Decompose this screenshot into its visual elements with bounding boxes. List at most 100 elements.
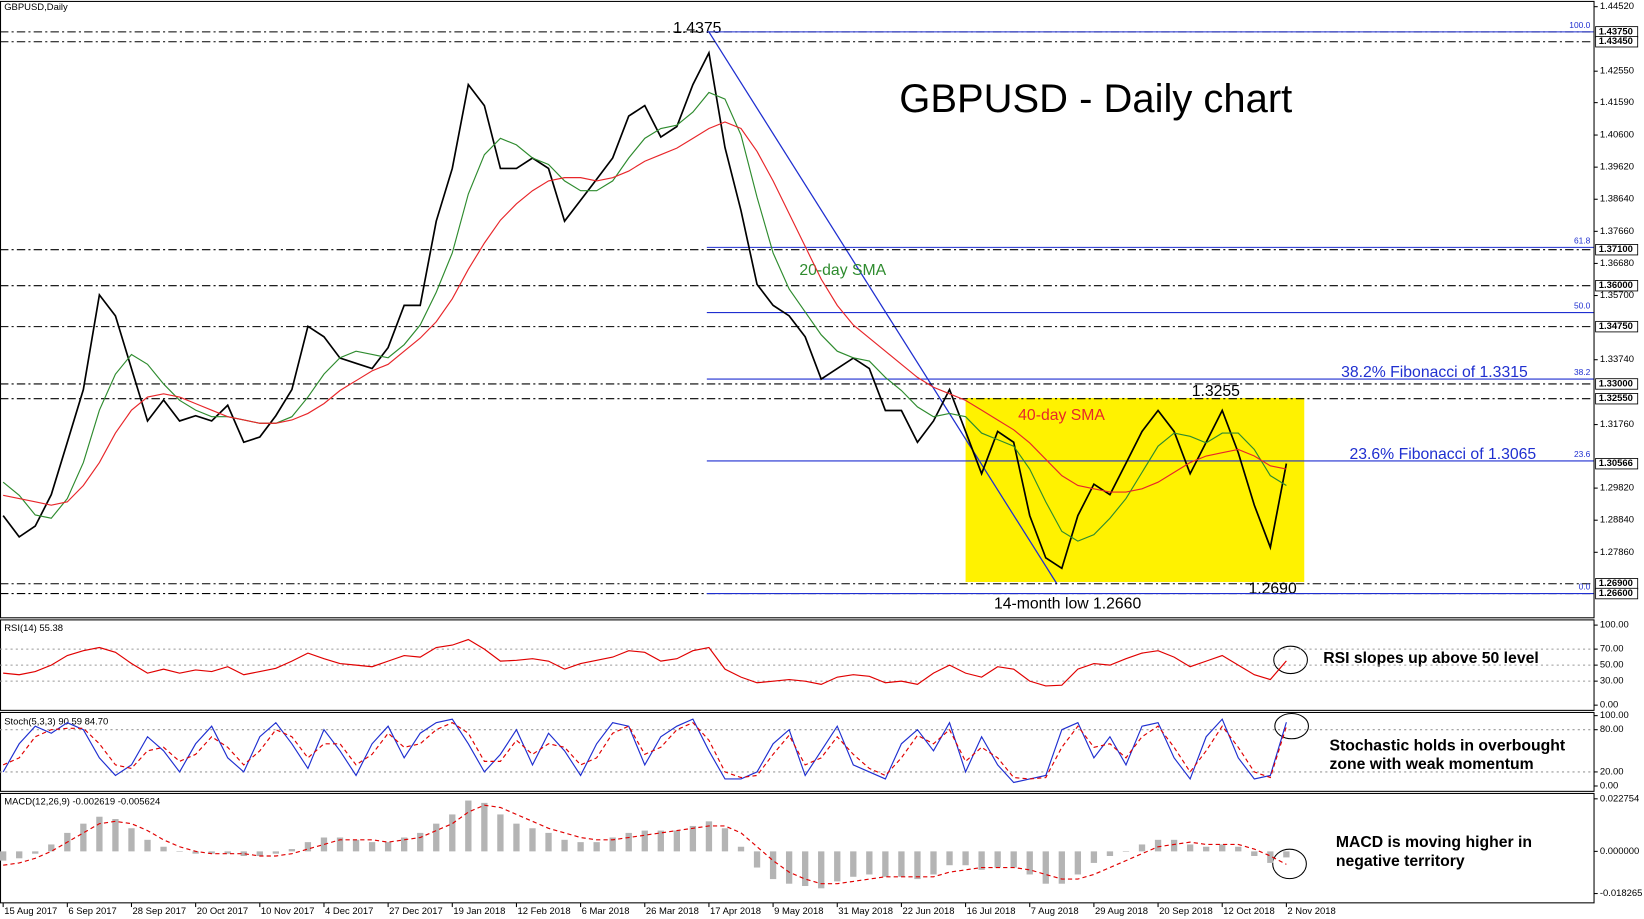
histogram-bar (866, 851, 873, 875)
annotation: 38.2% Fibonacci of 1.3315 (1341, 364, 1528, 381)
x-tick-label: 26 Mar 2018 (646, 906, 699, 917)
histogram-bar (593, 842, 600, 852)
histogram-bar (657, 830, 664, 852)
panel-note: negative territory (1336, 853, 1465, 870)
histogram-bar (1267, 851, 1274, 863)
level-label-box (1595, 36, 1639, 48)
histogram-bar (561, 839, 568, 852)
histogram-bar (753, 851, 761, 868)
histogram-bar (497, 814, 504, 852)
x-tick-label: 16 Jul 2018 (967, 906, 1016, 917)
panel-note: RSI slopes up above 50 level (1323, 650, 1539, 667)
y-tick-label: 1.36680 (1600, 258, 1634, 269)
histogram-bar (256, 851, 263, 856)
x-tick-label: 19 Jan 2018 (453, 906, 505, 917)
y-tick-label: 1.29820 (1600, 483, 1634, 494)
annotation: 1.3255 (1192, 383, 1240, 400)
histogram-bar (529, 828, 536, 852)
panel-title: Stoch(5,3,3) 90.59 84.70 (4, 716, 108, 727)
histogram-bar (465, 800, 472, 852)
histogram-bar (320, 837, 328, 852)
panel-frame (0, 0, 1595, 619)
level-label-box (1595, 587, 1639, 600)
x-tick-label: 27 Dec 2017 (389, 906, 443, 917)
histogram-bar (0, 851, 7, 861)
histogram-bar (192, 851, 199, 854)
level-label: 1.32550 (1599, 393, 1633, 404)
histogram-bar (978, 851, 985, 870)
fib-label: 0.0 (1579, 581, 1591, 591)
x-tick-label: 20 Oct 2017 (197, 906, 249, 917)
panel-note: Stochastic holds in overbought (1330, 737, 1566, 754)
y-tick-label: 1.35700 (1600, 290, 1634, 301)
histogram-bar (449, 814, 456, 852)
x-tick-label: 29 Aug 2018 (1095, 906, 1148, 917)
level-label-box (1595, 378, 1639, 390)
y-tick-label: 1.42550 (1600, 66, 1634, 77)
level-label: 1.43450 (1599, 36, 1633, 47)
x-tick-label: 22 Jun 2018 (902, 906, 954, 917)
y-tick-label: 1.31760 (1600, 419, 1634, 430)
histogram-bar (962, 851, 969, 866)
histogram-bar (336, 837, 344, 852)
histogram-bar (802, 851, 809, 887)
histogram-bar (32, 851, 39, 854)
histogram-bar (417, 832, 424, 852)
histogram-bar (80, 823, 87, 852)
histogram-bar (224, 851, 231, 854)
histogram-bar (737, 846, 745, 852)
histogram-bar (914, 851, 921, 880)
histogram-bar (577, 842, 584, 852)
series-line (2, 721, 1287, 780)
panel-title: RSI(14) 55.38 (4, 623, 63, 634)
y-tick-label: 100.00 (1600, 710, 1629, 721)
trend-line (708, 31, 1058, 585)
y-tick-label: 50.00 (1600, 660, 1624, 671)
histogram-bar (1106, 851, 1114, 856)
panel-note: zone with weak momentum (1330, 756, 1534, 773)
annotation: 23.6% Fibonacci of 1.3065 (1349, 446, 1536, 463)
x-tick-label: 17 Apr 2018 (710, 906, 761, 917)
panel-title: MACD(12,26,9) -0.002619 -0.005624 (4, 796, 160, 807)
histogram-bar (513, 823, 520, 852)
x-tick-label: 20 Sep 2018 (1159, 906, 1213, 917)
y-tick-label: 1.33740 (1600, 354, 1634, 365)
histogram-bar (160, 846, 167, 852)
histogram-bar (208, 851, 215, 854)
level-label: 1.33000 (1599, 378, 1633, 389)
annotation: 1.4375 (673, 20, 721, 37)
histogram-bar (433, 823, 440, 852)
histogram-bar (384, 842, 392, 852)
histogram-bar (882, 851, 889, 877)
histogram-bar (785, 851, 793, 884)
last-price-label: 1.30566 (1599, 458, 1633, 469)
x-tick-label: 31 May 2018 (838, 906, 893, 917)
histogram-bar (721, 828, 729, 852)
annotation: 1.2690 (1249, 581, 1297, 598)
histogram-bar (96, 816, 103, 852)
histogram-bar (352, 839, 360, 852)
fib-label: 61.8 (1574, 235, 1591, 245)
x-tick-label: 7 Aug 2018 (1031, 906, 1079, 917)
histogram-bar (545, 832, 552, 852)
histogram-bar (1203, 846, 1210, 852)
histogram-bar (994, 851, 1001, 868)
histogram-bar (1251, 851, 1258, 856)
x-tick-label: 6 Sep 2017 (68, 906, 116, 917)
histogram-bar (368, 842, 376, 852)
histogram-bar (176, 851, 183, 852)
histogram-bar (1186, 844, 1194, 852)
histogram-bar (898, 851, 905, 877)
histogram-bar (1122, 851, 1130, 852)
highlight-circle (1273, 645, 1308, 675)
level-label-box (1595, 280, 1639, 292)
x-tick-label: 10 Nov 2017 (261, 906, 315, 917)
histogram-bar (1042, 851, 1049, 884)
histogram-bar (1010, 851, 1017, 868)
level-label: 1.26600 (1599, 588, 1633, 599)
x-tick-label: 6 Mar 2018 (582, 906, 630, 917)
histogram-bar (705, 821, 713, 852)
panel-frame (0, 792, 1595, 904)
